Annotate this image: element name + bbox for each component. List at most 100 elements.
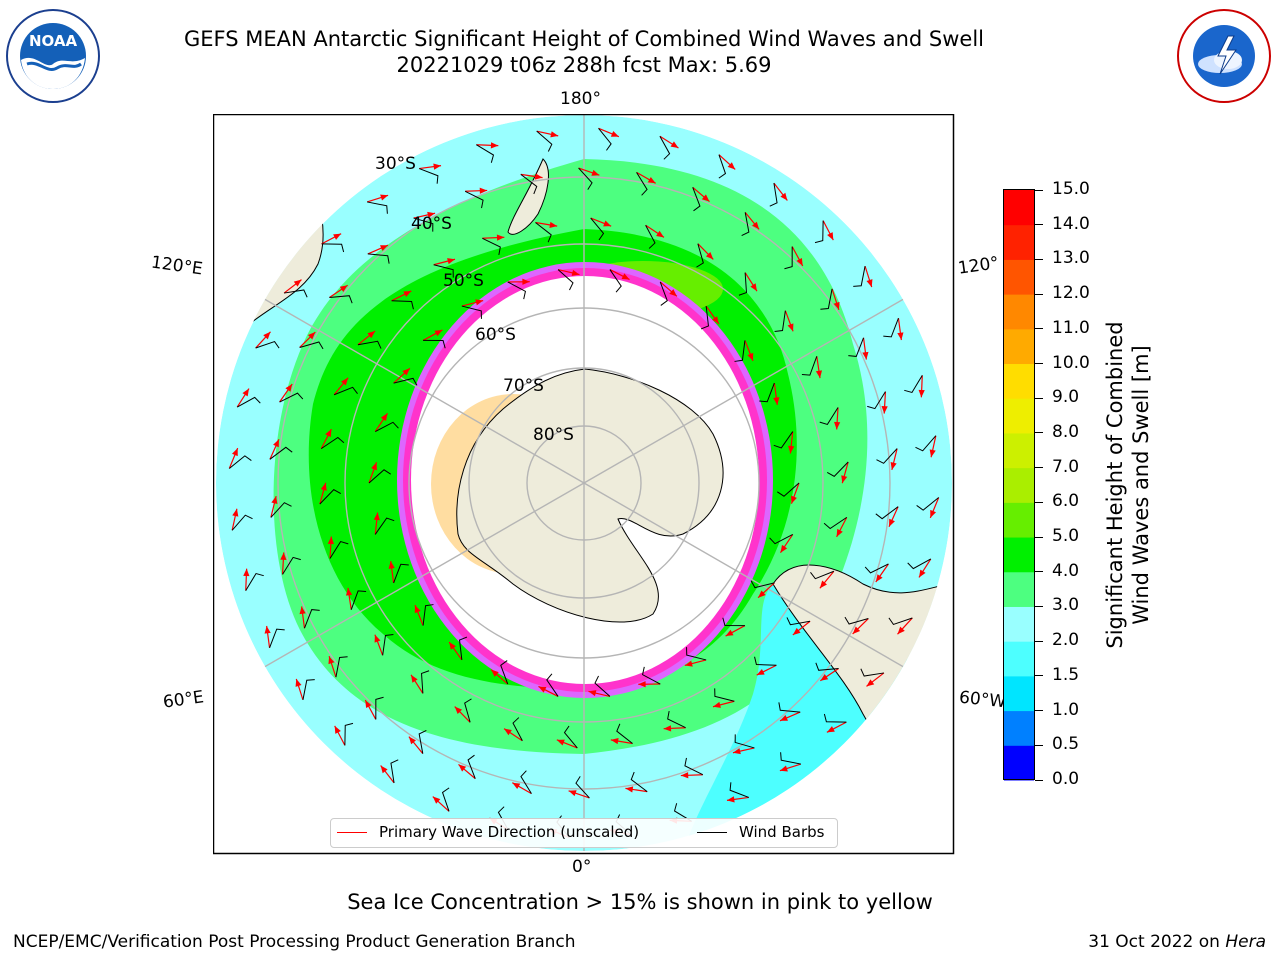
wind-barb (609, 269, 622, 293)
wave-direction-arrowhead (449, 641, 456, 650)
wind-barb (520, 174, 538, 195)
wave-direction-arrowhead (930, 509, 937, 518)
wind-barb (284, 289, 308, 298)
wave-direction-arrowhead (380, 194, 389, 201)
wind-barb (848, 337, 864, 357)
colorbar-tick-mark (1035, 467, 1043, 469)
colorbar-tick-label: 10.0 (1052, 352, 1090, 373)
wind-barb (773, 431, 794, 449)
colorbar-tick-mark (1035, 779, 1043, 781)
wave-direction-arrowhead (638, 681, 646, 688)
wave-direction-arrowhead (479, 187, 488, 194)
colorbar-tick-label: 0.5 (1052, 734, 1080, 755)
wind-barb (269, 628, 285, 648)
wind-barb (738, 272, 747, 296)
wave-direction-arrowhead (320, 482, 327, 491)
colorbar-tick-mark (1035, 363, 1043, 365)
lat-label-50s: 50°S (443, 271, 484, 291)
wind-barb (255, 340, 280, 349)
wind-barb (636, 172, 648, 196)
credit-date-text: 31 Oct 2022 on (1088, 932, 1226, 952)
lon-label-60w: 60°W (958, 687, 1007, 713)
wind-barb (231, 514, 253, 531)
wave-direction-arrowhead (373, 512, 380, 521)
wind-barb (319, 489, 342, 505)
wave-direction-arrowhead (403, 290, 412, 298)
wind-barb (413, 217, 434, 232)
wave-direction-arrowhead (380, 413, 388, 422)
colorbar-tick-mark (1035, 293, 1043, 295)
wave-direction-arrowhead (504, 728, 512, 736)
wind-barb (563, 725, 578, 749)
wave-direction-arrowhead (414, 605, 421, 614)
wave-direction-arrowhead (725, 629, 734, 637)
wave-direction-arrowhead (773, 397, 780, 405)
colorbar-segment (1004, 537, 1034, 573)
wind-barb (667, 710, 686, 729)
wind-barb (820, 288, 833, 310)
wind-barb (368, 469, 391, 484)
wind-barb (304, 609, 320, 629)
wind-barb (759, 382, 775, 403)
wind-barb (350, 590, 367, 610)
wave-direction-arrowhead (647, 176, 656, 184)
wind-barb (867, 391, 886, 410)
wind-barb (777, 482, 800, 497)
wave-direction-arrows (228, 127, 940, 839)
wave-direction-arrowhead (889, 518, 895, 527)
wind-barb (302, 679, 315, 700)
wind-barb (673, 803, 692, 822)
polar-map: 30°S 40°S 50°S 60°S 70°S 80°S (213, 114, 955, 855)
wind-barb (441, 787, 450, 812)
colorbar-segment (1004, 606, 1034, 642)
colorbar-tick-mark (1035, 640, 1043, 642)
credit-host: Hera (1225, 932, 1266, 952)
wave-direction-arrowhead (792, 627, 801, 635)
wave-direction-arrowhead (625, 786, 634, 793)
wave-direction-arrowhead (610, 738, 619, 745)
wind-barb (864, 563, 889, 574)
wave-direction-arrowhead (264, 625, 271, 634)
wave-direction-arrowhead (374, 634, 381, 643)
wave-direction-arrowhead (621, 273, 630, 280)
colorbar-segment (1004, 467, 1034, 503)
lon-label-120e: 120°E (149, 252, 204, 280)
credit-date: 31 Oct 2022 on Hera (1088, 932, 1266, 952)
wave-direction-arrowhead (820, 674, 829, 681)
wave-direction-arrowhead (295, 678, 302, 687)
nws-logo (1177, 9, 1271, 103)
lon-label-60e: 60°E (161, 687, 206, 713)
wave-direction-arrowhead (380, 245, 389, 251)
wind-barb (659, 135, 671, 160)
wave-direction-arrowhead (333, 233, 342, 240)
wind-barb (391, 300, 414, 310)
wind-barb (814, 220, 824, 244)
wave-direction-arrowhead (791, 495, 797, 504)
antarctica-landmass (456, 368, 724, 623)
wave-direction-arrowhead (496, 234, 505, 241)
wind-barb (320, 436, 345, 450)
wind-barb (686, 647, 707, 661)
wind-barb (616, 723, 633, 744)
wave-direction-arrowhead (852, 626, 861, 634)
lat-label-70s: 70°S (503, 376, 544, 396)
lon-label-0: 0° (572, 857, 592, 877)
wave-direction-arrowhead (365, 700, 372, 709)
wind-barb (826, 461, 849, 477)
graticule (216, 115, 952, 851)
wave-direction-arrowhead (758, 590, 766, 598)
wave-direction-arrowhead (727, 162, 736, 170)
wave-direction-arrowhead (433, 163, 442, 170)
colorbar-tick-mark (1035, 189, 1043, 191)
colorbar-segment (1004, 190, 1034, 226)
wave-direction-arrowhead (780, 544, 788, 553)
wave-direction-arrowhead (756, 668, 765, 676)
wind-barb (722, 617, 745, 627)
colorbar-segment (1004, 745, 1034, 781)
wave-direction-arrowhead (490, 142, 499, 149)
wind-barb (433, 264, 454, 278)
wind-barb (904, 375, 923, 394)
colorbar-tick-label: 11.0 (1052, 317, 1090, 338)
wind-barb (641, 666, 661, 685)
wave-direction-arrowhead (299, 606, 306, 615)
